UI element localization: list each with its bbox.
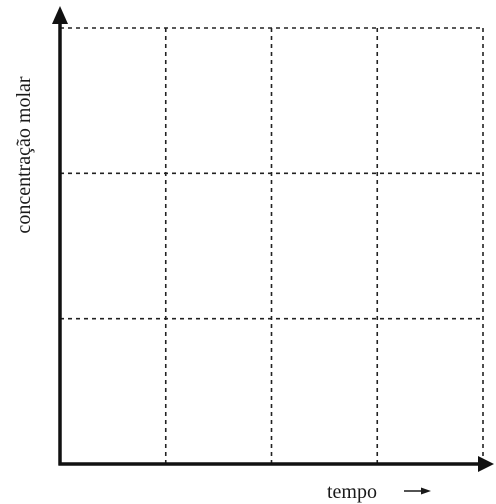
x-label-arrow-icon (404, 487, 431, 495)
y-axis-arrow-icon (52, 6, 68, 24)
grid (60, 27, 484, 464)
x-axis-label: tempo (327, 481, 377, 503)
axes (52, 6, 494, 472)
y-axis-label: concentração molar (13, 76, 35, 233)
x-axis-arrow-icon (478, 456, 494, 472)
